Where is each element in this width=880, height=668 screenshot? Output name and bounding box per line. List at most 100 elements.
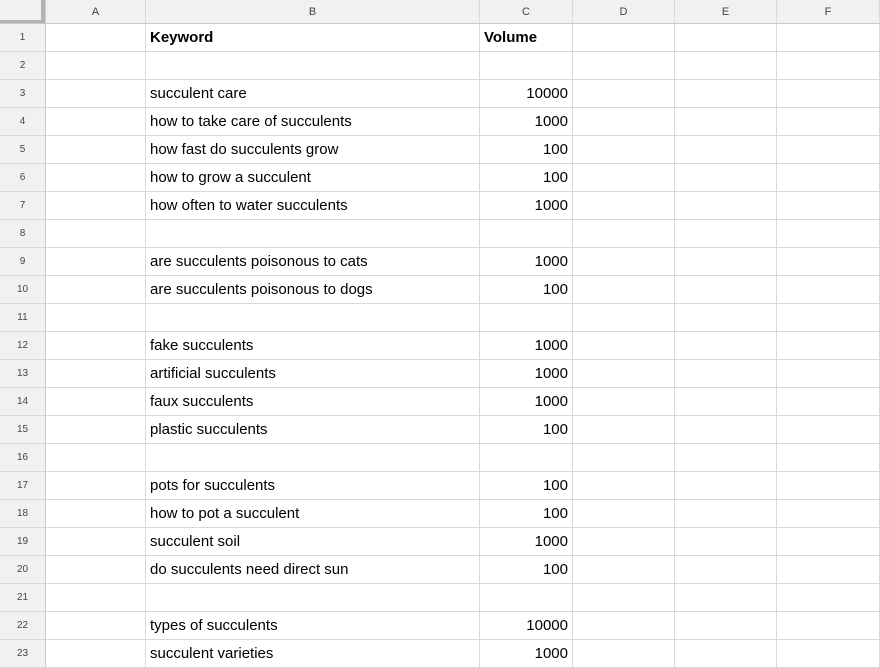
cell-E8[interactable] — [675, 220, 777, 248]
cell-D23[interactable] — [573, 640, 675, 668]
cell-B18[interactable]: how to pot a succulent — [146, 500, 480, 528]
row-header-7[interactable]: 7 — [0, 192, 46, 220]
cell-B6[interactable]: how to grow a succulent — [146, 164, 480, 192]
row-header-2[interactable]: 2 — [0, 52, 46, 80]
cell-B21[interactable] — [146, 584, 480, 612]
cell-C20[interactable]: 100 — [480, 556, 573, 584]
cell-B17[interactable]: pots for succulents — [146, 472, 480, 500]
cell-F8[interactable] — [777, 220, 880, 248]
cell-A12[interactable] — [46, 332, 146, 360]
cell-A1[interactable] — [46, 24, 146, 52]
cell-D11[interactable] — [573, 304, 675, 332]
row-header-23[interactable]: 23 — [0, 640, 46, 668]
cell-F7[interactable] — [777, 192, 880, 220]
cell-C5[interactable]: 100 — [480, 136, 573, 164]
row-header-15[interactable]: 15 — [0, 416, 46, 444]
row-header-10[interactable]: 10 — [0, 276, 46, 304]
cell-C3[interactable]: 10000 — [480, 80, 573, 108]
cell-A5[interactable] — [46, 136, 146, 164]
cell-E2[interactable] — [675, 52, 777, 80]
cell-F4[interactable] — [777, 108, 880, 136]
column-header-C[interactable]: C — [480, 0, 573, 24]
row-header-12[interactable]: 12 — [0, 332, 46, 360]
row-header-8[interactable]: 8 — [0, 220, 46, 248]
cell-C10[interactable]: 100 — [480, 276, 573, 304]
cell-E10[interactable] — [675, 276, 777, 304]
cell-C9[interactable]: 1000 — [480, 248, 573, 276]
cell-C13[interactable]: 1000 — [480, 360, 573, 388]
cell-F21[interactable] — [777, 584, 880, 612]
cell-E5[interactable] — [675, 136, 777, 164]
cell-E17[interactable] — [675, 472, 777, 500]
cell-B3[interactable]: succulent care — [146, 80, 480, 108]
cell-A8[interactable] — [46, 220, 146, 248]
cell-D16[interactable] — [573, 444, 675, 472]
cell-C2[interactable] — [480, 52, 573, 80]
cell-A21[interactable] — [46, 584, 146, 612]
cell-C21[interactable] — [480, 584, 573, 612]
cell-A13[interactable] — [46, 360, 146, 388]
cell-C7[interactable]: 1000 — [480, 192, 573, 220]
cell-F23[interactable] — [777, 640, 880, 668]
cell-C18[interactable]: 100 — [480, 500, 573, 528]
cell-F3[interactable] — [777, 80, 880, 108]
cell-D10[interactable] — [573, 276, 675, 304]
cell-D15[interactable] — [573, 416, 675, 444]
cell-C17[interactable]: 100 — [480, 472, 573, 500]
cell-B23[interactable]: succulent varieties — [146, 640, 480, 668]
cell-E9[interactable] — [675, 248, 777, 276]
row-header-18[interactable]: 18 — [0, 500, 46, 528]
cell-F16[interactable] — [777, 444, 880, 472]
cell-F18[interactable] — [777, 500, 880, 528]
cell-E20[interactable] — [675, 556, 777, 584]
cell-E3[interactable] — [675, 80, 777, 108]
row-header-3[interactable]: 3 — [0, 80, 46, 108]
cell-F14[interactable] — [777, 388, 880, 416]
cell-D6[interactable] — [573, 164, 675, 192]
cell-C16[interactable] — [480, 444, 573, 472]
cell-A22[interactable] — [46, 612, 146, 640]
cell-D8[interactable] — [573, 220, 675, 248]
cell-B13[interactable]: artificial succulents — [146, 360, 480, 388]
cell-D17[interactable] — [573, 472, 675, 500]
cell-B20[interactable]: do succulents need direct sun — [146, 556, 480, 584]
cell-D13[interactable] — [573, 360, 675, 388]
cell-E21[interactable] — [675, 584, 777, 612]
cell-C4[interactable]: 1000 — [480, 108, 573, 136]
cell-B16[interactable] — [146, 444, 480, 472]
cell-F12[interactable] — [777, 332, 880, 360]
cell-F2[interactable] — [777, 52, 880, 80]
column-header-B[interactable]: B — [146, 0, 480, 24]
cell-D20[interactable] — [573, 556, 675, 584]
cell-F10[interactable] — [777, 276, 880, 304]
cell-C19[interactable]: 1000 — [480, 528, 573, 556]
cell-F11[interactable] — [777, 304, 880, 332]
cell-D3[interactable] — [573, 80, 675, 108]
cell-D5[interactable] — [573, 136, 675, 164]
cell-D7[interactable] — [573, 192, 675, 220]
cell-E7[interactable] — [675, 192, 777, 220]
cell-D21[interactable] — [573, 584, 675, 612]
row-header-9[interactable]: 9 — [0, 248, 46, 276]
cell-D2[interactable] — [573, 52, 675, 80]
cell-E19[interactable] — [675, 528, 777, 556]
row-header-11[interactable]: 11 — [0, 304, 46, 332]
cell-B4[interactable]: how to take care of succulents — [146, 108, 480, 136]
cell-A15[interactable] — [46, 416, 146, 444]
cell-F15[interactable] — [777, 416, 880, 444]
row-header-20[interactable]: 20 — [0, 556, 46, 584]
cell-F1[interactable] — [777, 24, 880, 52]
row-header-4[interactable]: 4 — [0, 108, 46, 136]
cell-E15[interactable] — [675, 416, 777, 444]
column-header-F[interactable]: F — [777, 0, 880, 24]
cell-B7[interactable]: how often to water succulents — [146, 192, 480, 220]
row-header-5[interactable]: 5 — [0, 136, 46, 164]
row-header-14[interactable]: 14 — [0, 388, 46, 416]
row-header-22[interactable]: 22 — [0, 612, 46, 640]
row-header-13[interactable]: 13 — [0, 360, 46, 388]
cell-B15[interactable]: plastic succulents — [146, 416, 480, 444]
cell-A2[interactable] — [46, 52, 146, 80]
cell-A7[interactable] — [46, 192, 146, 220]
cell-B5[interactable]: how fast do succulents grow — [146, 136, 480, 164]
cell-C11[interactable] — [480, 304, 573, 332]
